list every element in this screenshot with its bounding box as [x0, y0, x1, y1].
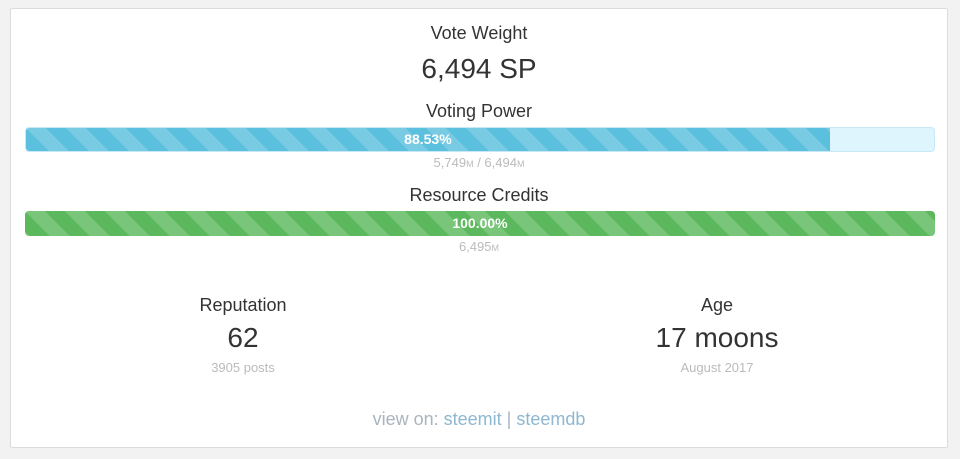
- vp-separator: /: [473, 155, 485, 170]
- voting-power-mana: 5,749M / 6,494M: [11, 155, 947, 170]
- rc-value: 6,495: [458, 239, 492, 254]
- steemdb-link[interactable]: steemdb: [516, 409, 586, 429]
- vp-max-unit: M: [516, 159, 525, 169]
- reputation-posts: 3905 posts: [211, 360, 275, 375]
- age-since: August 2017: [680, 360, 754, 375]
- view-on-prefix: view on:: [372, 409, 444, 429]
- reputation-value: 62: [227, 322, 259, 353]
- footer-divider: |: [501, 409, 517, 429]
- view-on-footer: view on: steemit | steemdb: [11, 409, 947, 430]
- age-value: 17 moons: [655, 322, 779, 353]
- resource-credits-label: Resource Credits: [409, 185, 549, 205]
- voting-power-bar: 88.53%: [25, 127, 935, 152]
- reputation-stat: Reputation 62 3905 posts: [13, 295, 473, 375]
- vote-weight-value: 6,494 SP: [421, 53, 537, 84]
- voting-power-percent-text: 88.53%: [404, 131, 452, 147]
- steemit-link[interactable]: steemit: [443, 409, 502, 429]
- resource-credits-percent: 100.00%: [452, 215, 508, 231]
- resource-credits-fill: [25, 211, 935, 236]
- account-card: Vote Weight 6,494 SP Voting Power 88.53%…: [10, 8, 948, 448]
- age-stat: Age 17 moons August 2017: [487, 295, 947, 375]
- resource-credits-mana: 6,495M: [11, 239, 947, 254]
- resource-credits-bar: 100.00%: [25, 211, 935, 236]
- voting-power-fill: [26, 128, 830, 151]
- vp-current: 5,749: [433, 155, 467, 170]
- rc-value-unit: M: [491, 243, 500, 253]
- reputation-label: Reputation: [199, 295, 287, 315]
- vote-weight-label: Vote Weight: [430, 23, 528, 43]
- age-label: Age: [700, 295, 734, 315]
- voting-power-label: Voting Power: [425, 101, 533, 121]
- vp-max: 6,494: [484, 155, 517, 170]
- vp-current-unit: M: [466, 159, 474, 169]
